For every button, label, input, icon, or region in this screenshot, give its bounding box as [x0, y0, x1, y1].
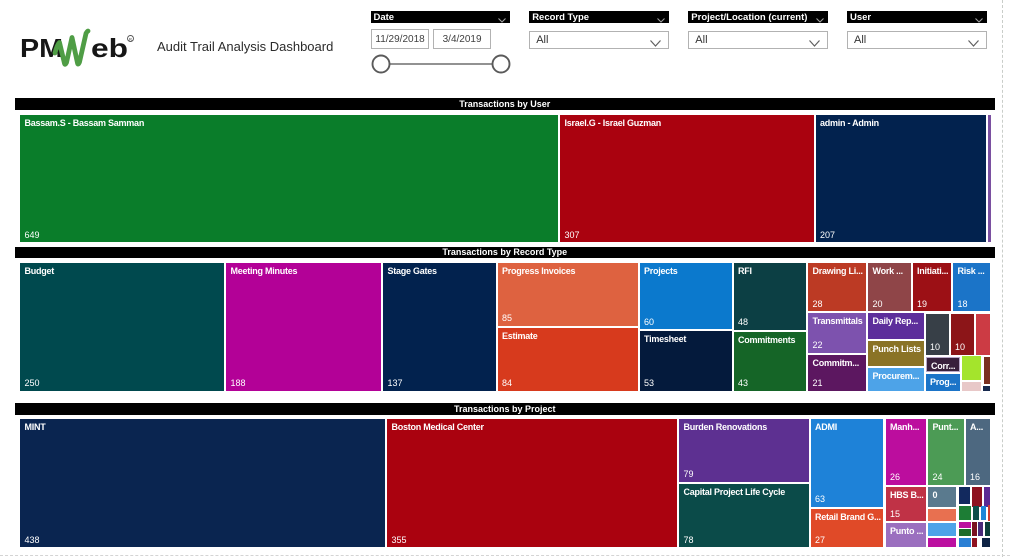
- svg-text:R: R: [129, 37, 133, 42]
- svg-text:eb: eb: [91, 33, 128, 63]
